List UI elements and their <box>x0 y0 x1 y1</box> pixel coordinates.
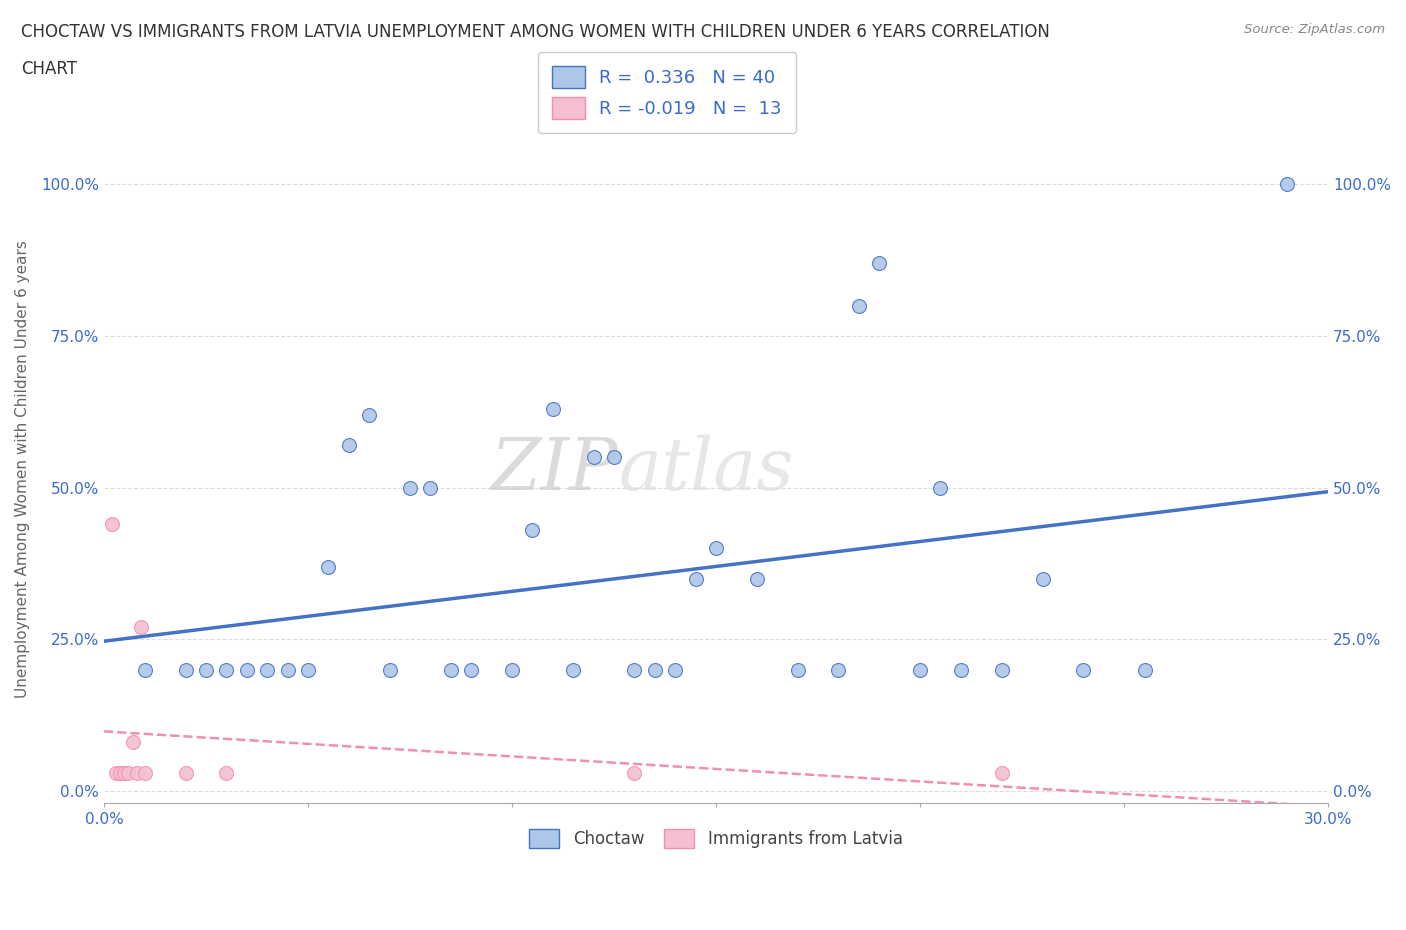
Point <box>121 735 143 750</box>
Point <box>929 480 952 495</box>
Point <box>685 571 707 586</box>
Point <box>603 450 626 465</box>
Point <box>215 662 238 677</box>
Point <box>848 299 870 313</box>
Point <box>297 662 319 677</box>
Point <box>644 662 666 677</box>
Point <box>501 662 523 677</box>
Point <box>318 559 340 574</box>
Point <box>949 662 972 677</box>
Point <box>101 517 124 532</box>
Point <box>125 765 148 780</box>
Point <box>908 662 931 677</box>
Point <box>868 256 890 271</box>
Point <box>215 765 238 780</box>
Point <box>256 662 278 677</box>
Point <box>174 765 197 780</box>
Point <box>582 450 605 465</box>
Point <box>440 662 463 677</box>
Point <box>541 402 564 417</box>
Point <box>786 662 808 677</box>
Point <box>337 438 360 453</box>
Point <box>745 571 768 586</box>
Point <box>1133 662 1156 677</box>
Point <box>112 765 135 780</box>
Point <box>562 662 585 677</box>
Point <box>990 765 1012 780</box>
Point <box>110 765 132 780</box>
Text: CHART: CHART <box>21 60 77 78</box>
Point <box>399 480 422 495</box>
Point <box>623 662 645 677</box>
Point <box>460 662 482 677</box>
Point <box>990 662 1012 677</box>
Point <box>117 765 139 780</box>
Point <box>1031 571 1053 586</box>
Point <box>378 662 401 677</box>
Point <box>236 662 259 677</box>
Point <box>522 523 544 538</box>
Point <box>664 662 686 677</box>
Text: CHOCTAW VS IMMIGRANTS FROM LATVIA UNEMPLOYMENT AMONG WOMEN WITH CHILDREN UNDER 6: CHOCTAW VS IMMIGRANTS FROM LATVIA UNEMPL… <box>21 23 1050 41</box>
Point <box>623 765 645 780</box>
Legend: Choctaw, Immigrants from Latvia: Choctaw, Immigrants from Latvia <box>523 823 910 855</box>
Point <box>134 765 156 780</box>
Point <box>359 407 381 422</box>
Point <box>195 662 218 677</box>
Point <box>134 662 156 677</box>
Point <box>419 480 441 495</box>
Point <box>827 662 849 677</box>
Point <box>105 765 128 780</box>
Point <box>174 662 197 677</box>
Y-axis label: Unemployment Among Women with Children Under 6 years: Unemployment Among Women with Children U… <box>15 241 30 698</box>
Point <box>1277 177 1299 192</box>
Point <box>277 662 299 677</box>
Point <box>129 619 152 634</box>
Point <box>704 541 727 556</box>
Text: atlas: atlas <box>619 434 793 505</box>
Text: ZIP: ZIP <box>491 434 619 505</box>
Text: Source: ZipAtlas.com: Source: ZipAtlas.com <box>1244 23 1385 36</box>
Point <box>1071 662 1094 677</box>
